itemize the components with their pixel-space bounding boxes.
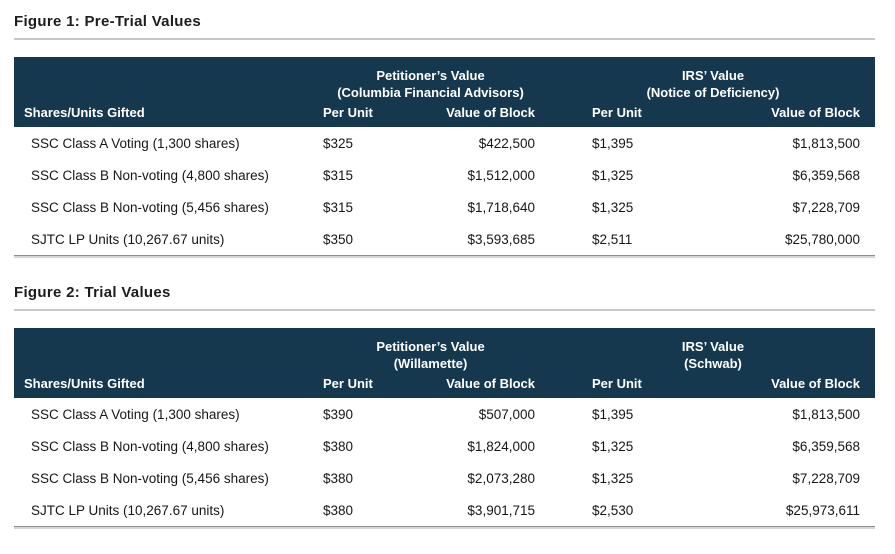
table-row: SSC Class A Voting (1,300 shares) $390 $… xyxy=(14,398,875,430)
petitioner-block-value: $1,512,000 xyxy=(414,159,566,191)
petitioner-value-label: Petitioner’s Value xyxy=(376,68,485,83)
figure-2-trial-values: Figure 2: Trial Values Petitioner’s Valu… xyxy=(14,284,875,529)
figure-2-title-rule xyxy=(14,309,875,311)
column-header-irs-value-of-block: Value of Block xyxy=(655,101,876,127)
column-header-petitioner-per-unit: Per Unit xyxy=(318,101,414,127)
irs-value-source: (Notice of Deficiency) xyxy=(646,85,780,100)
petitioner-per-unit-value: $380 xyxy=(318,494,414,526)
petitioner-per-unit-value: $350 xyxy=(318,223,414,255)
table-row: SSC Class B Non-voting (4,800 shares) $3… xyxy=(14,159,876,191)
irs-per-unit-value: $2,530 xyxy=(565,494,655,526)
irs-block-value: $6,359,568 xyxy=(655,159,876,191)
irs-block-value: $7,228,709 xyxy=(655,191,876,223)
irs-block-value: $25,780,000 xyxy=(655,223,876,255)
petitioner-value-source: (Columbia Financial Advisors) xyxy=(337,85,524,100)
pretrial-table-body: SSC Class A Voting (1,300 shares) $325 $… xyxy=(14,127,876,255)
bottom-rule-dark-line xyxy=(14,255,875,256)
petitioner-block-value: $507,000 xyxy=(414,398,565,430)
table-row: SJTC LP Units (10,267.67 units) $350 $3,… xyxy=(14,223,876,255)
trial-values-table: Petitioner’s Value (Willamette) IRS’ Val… xyxy=(14,328,875,526)
petitioner-block-value: $422,500 xyxy=(414,127,566,159)
column-header-irs-per-unit: Per Unit xyxy=(565,101,656,127)
row-label: SSC Class A Voting (1,300 shares) xyxy=(14,398,318,430)
irs-per-unit-value: $1,325 xyxy=(565,430,655,462)
irs-per-unit-value: $1,325 xyxy=(565,191,656,223)
bottom-rule-light-line xyxy=(14,256,875,258)
figure-2-bottom-rule xyxy=(14,526,875,529)
row-label: SSC Class B Non-voting (5,456 shares) xyxy=(14,191,318,223)
petitioner-per-unit-value: $325 xyxy=(318,127,414,159)
figure-1-title-rule xyxy=(14,38,875,40)
irs-block-value: $7,228,709 xyxy=(655,462,875,494)
petitioner-block-value: $1,824,000 xyxy=(414,430,565,462)
pretrial-table-header: Petitioner’s Value (Columbia Financial A… xyxy=(14,57,876,127)
petitioner-block-value: $2,073,280 xyxy=(414,462,565,494)
column-header-shares-units-gifted: Shares/Units Gifted xyxy=(14,372,318,398)
petitioner-value-source: (Willamette) xyxy=(393,356,468,371)
row-label: SJTC LP Units (10,267.67 units) xyxy=(14,494,318,526)
irs-block-value: $25,973,611 xyxy=(655,494,875,526)
irs-per-unit-value: $1,395 xyxy=(565,127,656,159)
group-header-row: Petitioner’s Value (Willamette) IRS’ Val… xyxy=(14,328,875,372)
irs-value-group-header: IRS’ Value (Notice of Deficiency) xyxy=(565,57,876,101)
table-row: SSC Class B Non-voting (5,456 shares) $3… xyxy=(14,191,876,223)
column-header-petitioner-value-of-block: Value of Block xyxy=(414,101,566,127)
column-header-petitioner-value-of-block: Value of Block xyxy=(414,372,565,398)
petitioner-block-value: $3,901,715 xyxy=(414,494,565,526)
bottom-rule-light-line xyxy=(14,527,875,529)
petitioner-per-unit-value: $380 xyxy=(318,430,414,462)
trial-table-header: Petitioner’s Value (Willamette) IRS’ Val… xyxy=(14,328,875,398)
irs-value-source: (Schwab) xyxy=(684,356,742,371)
petitioner-per-unit-value: $315 xyxy=(318,159,414,191)
column-header-irs-value-of-block: Value of Block xyxy=(655,372,875,398)
petitioner-per-unit-value: $390 xyxy=(318,398,414,430)
row-label: SSC Class B Non-voting (4,800 shares) xyxy=(14,430,318,462)
column-header-shares-units-gifted: Shares/Units Gifted xyxy=(14,101,318,127)
table-row: SSC Class B Non-voting (4,800 shares) $3… xyxy=(14,430,875,462)
petitioner-value-group-header: Petitioner’s Value (Columbia Financial A… xyxy=(318,57,566,101)
column-header-petitioner-per-unit: Per Unit xyxy=(318,372,414,398)
row-label: SSC Class B Non-voting (5,456 shares) xyxy=(14,462,318,494)
petitioner-value-label: Petitioner’s Value xyxy=(376,339,485,354)
report-page: Figure 1: Pre-Trial Values Petitioner’s … xyxy=(14,13,876,529)
irs-per-unit-value: $1,325 xyxy=(565,159,656,191)
column-header-row: Shares/Units Gifted Per Unit Value of Bl… xyxy=(14,101,876,127)
petitioner-per-unit-value: $380 xyxy=(318,462,414,494)
figure-2-title: Figure 2: Trial Values xyxy=(14,284,171,301)
irs-value-label: IRS’ Value xyxy=(681,68,745,83)
irs-block-value: $1,813,500 xyxy=(655,127,876,159)
petitioner-per-unit-value: $315 xyxy=(318,191,414,223)
header-corner-cell xyxy=(14,57,318,101)
bottom-rule-dark-line xyxy=(14,526,875,527)
figure-1-title: Figure 1: Pre-Trial Values xyxy=(14,13,202,30)
trial-table-body: SSC Class A Voting (1,300 shares) $390 $… xyxy=(14,398,875,526)
row-label: SSC Class B Non-voting (4,800 shares) xyxy=(14,159,318,191)
table-row: SSC Class B Non-voting (5,456 shares) $3… xyxy=(14,462,875,494)
figure-1-pretrial-values: Figure 1: Pre-Trial Values Petitioner’s … xyxy=(14,13,876,258)
irs-per-unit-value: $1,395 xyxy=(565,398,655,430)
header-corner-cell xyxy=(14,328,318,372)
petitioner-value-group-header: Petitioner’s Value (Willamette) xyxy=(318,328,565,372)
row-label: SSC Class A Voting (1,300 shares) xyxy=(14,127,318,159)
petitioner-block-value: $1,718,640 xyxy=(414,191,566,223)
irs-per-unit-value: $2,511 xyxy=(565,223,656,255)
table-row: SSC Class A Voting (1,300 shares) $325 $… xyxy=(14,127,876,159)
irs-block-value: $6,359,568 xyxy=(655,430,875,462)
row-label: SJTC LP Units (10,267.67 units) xyxy=(14,223,318,255)
pretrial-values-table: Petitioner’s Value (Columbia Financial A… xyxy=(14,57,876,255)
irs-block-value: $1,813,500 xyxy=(655,398,875,430)
column-header-irs-per-unit: Per Unit xyxy=(565,372,655,398)
petitioner-block-value: $3,593,685 xyxy=(414,223,566,255)
table-row: SJTC LP Units (10,267.67 units) $380 $3,… xyxy=(14,494,875,526)
irs-value-label: IRS’ Value xyxy=(681,339,745,354)
figure-1-bottom-rule xyxy=(14,255,875,258)
irs-value-group-header: IRS’ Value (Schwab) xyxy=(565,328,875,372)
group-header-row: Petitioner’s Value (Columbia Financial A… xyxy=(14,57,876,101)
column-header-row: Shares/Units Gifted Per Unit Value of Bl… xyxy=(14,372,875,398)
irs-per-unit-value: $1,325 xyxy=(565,462,655,494)
